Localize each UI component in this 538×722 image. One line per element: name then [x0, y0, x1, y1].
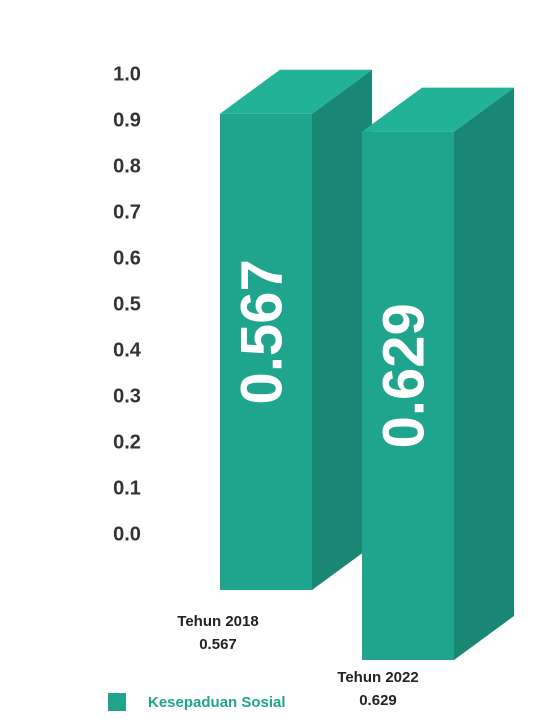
y-tick-label: 0.8: [113, 155, 141, 177]
legend-label: Kesepaduan Sosial: [148, 694, 286, 711]
category-value-label: 0.567: [199, 636, 237, 653]
y-tick-label: 0.5: [113, 293, 141, 315]
category-value-label: 0.629: [359, 692, 397, 709]
bar-top: [220, 69, 372, 114]
y-tick-label: 0.2: [113, 431, 141, 453]
bar-top: [362, 87, 514, 132]
bar: [362, 131, 454, 660]
x-tick-label: Tehun 2022: [337, 669, 418, 686]
bar-value-label: 0.567: [229, 259, 294, 404]
y-tick-label: 0.9: [113, 109, 141, 131]
y-tick-label: 0.3: [113, 385, 141, 407]
bar: [220, 113, 312, 590]
legend-swatch: [108, 693, 126, 711]
bar-value-label: 0.629: [371, 303, 436, 448]
y-tick-label: 0.1: [113, 477, 141, 499]
y-tick-label: 0.0: [113, 523, 141, 545]
y-tick-label: 1.0: [113, 63, 141, 85]
bar-side: [454, 87, 514, 660]
y-tick-label: 0.7: [113, 201, 141, 223]
y-tick-label: 0.4: [113, 339, 142, 361]
bar-side: [312, 69, 372, 591]
x-tick-label: Tehun 2018: [177, 613, 258, 630]
y-tick-label: 0.6: [113, 247, 141, 269]
